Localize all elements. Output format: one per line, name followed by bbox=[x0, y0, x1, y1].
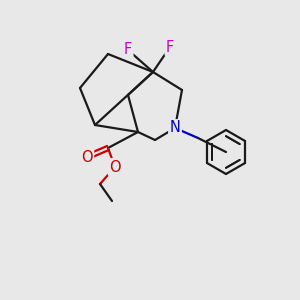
Text: O: O bbox=[109, 160, 121, 175]
Text: O: O bbox=[81, 149, 93, 164]
Text: F: F bbox=[124, 43, 132, 58]
Text: F: F bbox=[166, 40, 174, 55]
Text: N: N bbox=[169, 121, 180, 136]
